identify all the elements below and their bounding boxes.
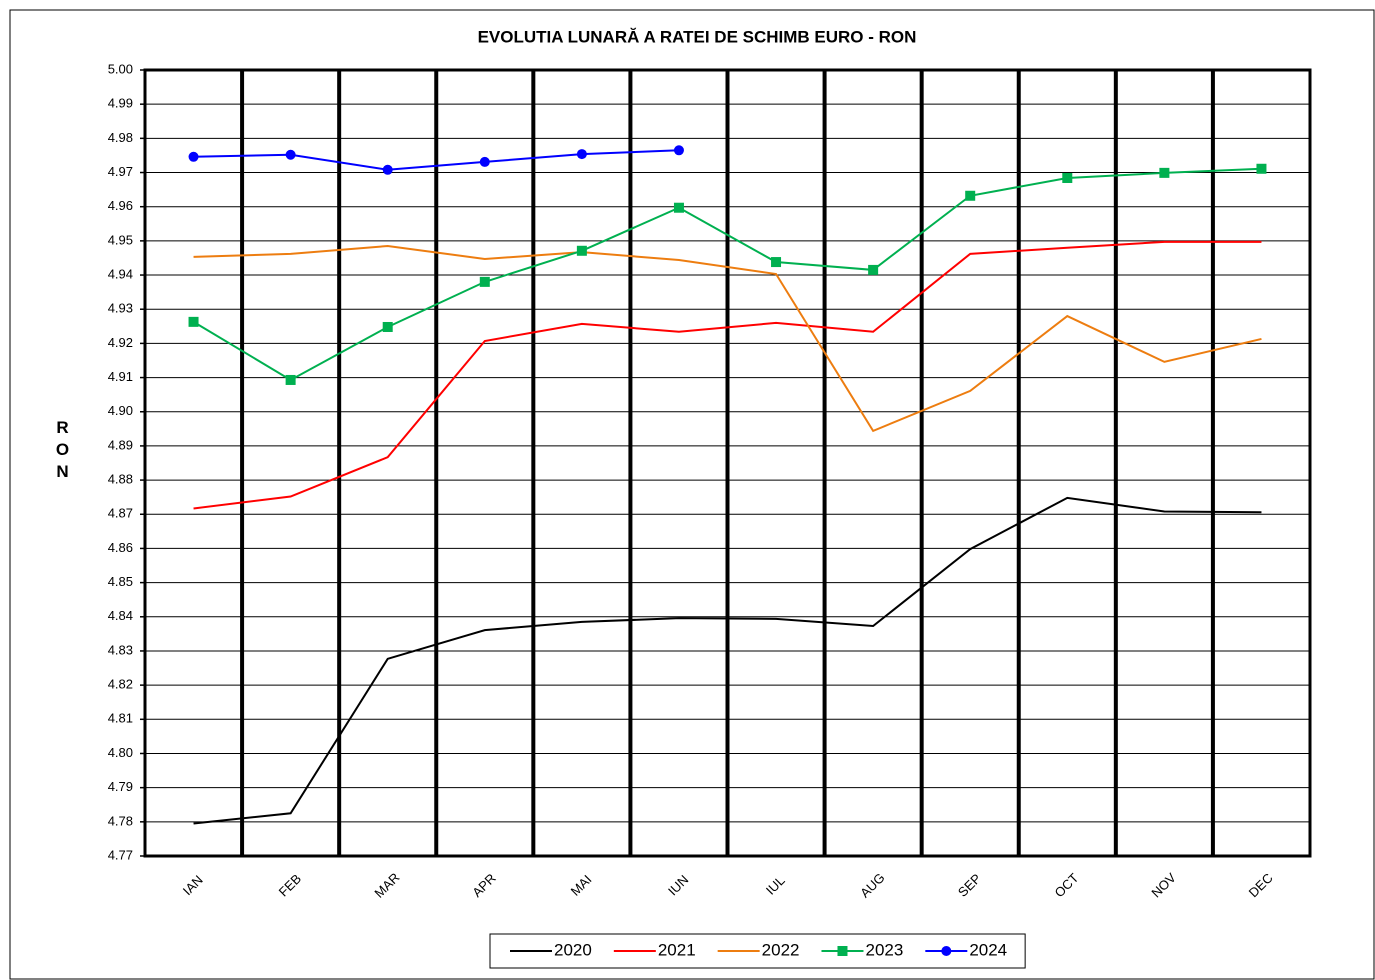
data-point — [1159, 167, 1170, 178]
y-tick-label: 4.98 — [108, 130, 133, 145]
data-point — [1062, 172, 1073, 183]
data-point — [965, 190, 976, 201]
y-tick-label: 5.00 — [108, 61, 133, 76]
data-point — [673, 145, 684, 156]
chart-frame — [9, 9, 1375, 980]
data-point — [837, 946, 848, 956]
data-point — [868, 264, 879, 275]
legend-label: 2021 — [658, 940, 696, 959]
y-tick-label: 4.88 — [108, 472, 133, 487]
y-tick-label: 4.94 — [108, 266, 133, 281]
y-tick-label: 4.84 — [108, 608, 133, 623]
data-point — [479, 156, 490, 167]
y-tick-label: 4.87 — [108, 506, 133, 521]
y-tick-label: 4.93 — [108, 301, 133, 316]
data-point — [771, 257, 782, 268]
data-point — [479, 276, 490, 287]
data-point — [285, 374, 296, 385]
y-tick-label: 4.80 — [108, 745, 133, 760]
data-point — [576, 245, 587, 256]
series-line — [193, 240, 1262, 510]
y-tick-label: 4.90 — [108, 403, 133, 418]
data-point — [941, 946, 952, 956]
legend: 2020 2021 2022 2023 2024 — [489, 933, 1026, 969]
y-tick-label: 4.77 — [108, 847, 133, 862]
series-line — [193, 149, 679, 171]
data-point — [382, 164, 393, 175]
legend-label: 2022 — [762, 940, 800, 959]
y-tick-label: 4.99 — [108, 96, 133, 111]
data-point — [188, 316, 199, 327]
series-line — [193, 496, 1262, 825]
y-axis-label: RON — [53, 418, 72, 484]
series-line — [193, 167, 1262, 382]
y-tick-label: 4.97 — [108, 164, 133, 179]
y-tick-label: 4.86 — [108, 540, 133, 555]
y-tick-label: 4.78 — [108, 813, 133, 828]
y-tick-label: 4.95 — [108, 232, 133, 247]
legend-label: 2024 — [969, 940, 1007, 959]
data-point — [382, 321, 393, 332]
y-tick-label: 4.92 — [108, 335, 133, 350]
data-point — [576, 149, 587, 160]
y-tick-label: 4.79 — [108, 779, 133, 794]
legend-label: 2020 — [554, 940, 592, 959]
data-point — [188, 151, 199, 162]
y-tick-label: 4.85 — [108, 574, 133, 589]
plot-frame — [143, 68, 1312, 858]
y-tick-label: 4.89 — [108, 437, 133, 452]
data-point — [673, 202, 684, 213]
data-point — [1256, 163, 1267, 174]
series-line — [193, 244, 1262, 433]
legend-label: 2023 — [865, 940, 903, 959]
y-tick-label: 4.91 — [108, 369, 133, 384]
y-tick-label: 4.82 — [108, 677, 133, 692]
chart-title: EVOLUTIA LUNARĂ A RATEI DE SCHIMB EURO -… — [478, 27, 917, 46]
y-tick-label: 4.96 — [108, 198, 133, 213]
data-point — [285, 149, 296, 160]
y-tick-label: 4.83 — [108, 642, 133, 657]
y-tick-label: 4.81 — [108, 711, 133, 726]
